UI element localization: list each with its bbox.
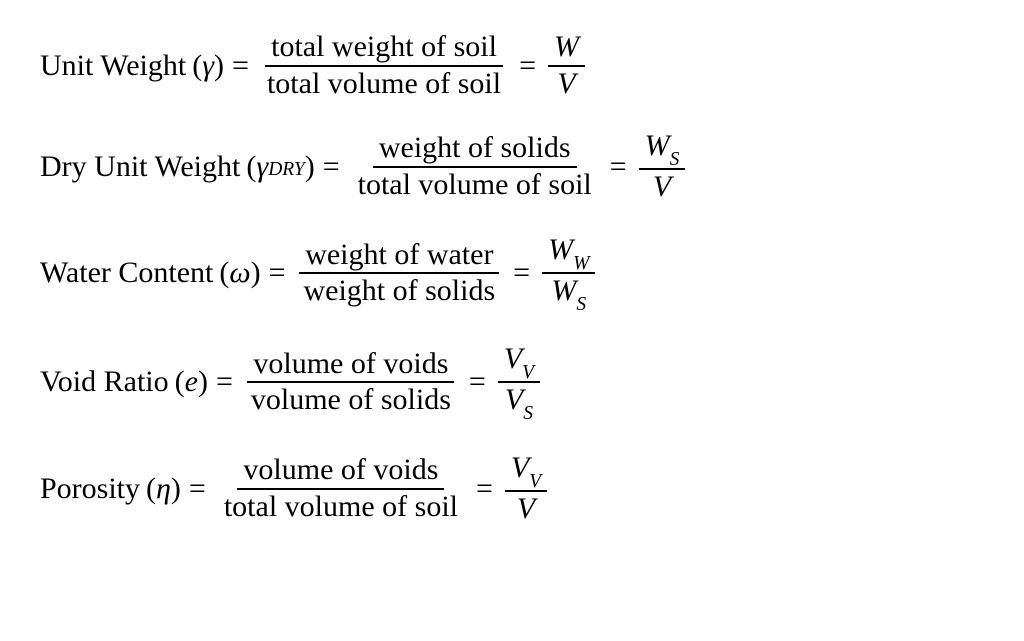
variable: W [551, 274, 576, 307]
open-paren: ( [192, 49, 202, 83]
equation-symbol: ω [229, 256, 250, 290]
variable: V [505, 383, 523, 416]
fraction-numerator: volume of voids [237, 453, 444, 490]
word-fraction: volume of voidsvolume of solids [245, 347, 457, 418]
fraction-numerator: weight of water [299, 238, 499, 275]
variable: V [557, 67, 575, 100]
symbol-group: (ω) [219, 256, 260, 290]
symbol-fraction: WSV [639, 129, 686, 205]
variable: V [653, 170, 671, 203]
equals-sign: = [189, 472, 206, 506]
fraction-denominator: total volume of soil [261, 67, 507, 102]
fraction-numerator: volume of voids [247, 347, 454, 384]
fraction-denominator: volume of solids [245, 383, 457, 418]
equation-symbol: e [185, 365, 198, 399]
variable: W [554, 30, 579, 63]
word-fraction: weight of waterweight of solids [297, 238, 501, 309]
equation-symbol: η [156, 472, 171, 506]
equals-sign: = [216, 365, 233, 399]
word-fraction: volume of voidstotal volume of soil [218, 453, 464, 524]
equation-row: Unit Weight(γ)=total weight of soiltotal… [40, 30, 984, 101]
equation-label: Unit Weight [40, 49, 186, 83]
symbol-fraction: WV [548, 30, 585, 101]
fraction-denominator: total volume of soil [218, 490, 464, 525]
fraction-numerator: VV [498, 342, 540, 383]
symbol-fraction: VVVS [498, 342, 540, 423]
variable-subscript: S [670, 149, 680, 170]
equation-row: Dry Unit Weight(γDRY)=weight of solidsto… [40, 129, 984, 205]
symbol-group: (γ) [192, 49, 224, 83]
equals-sign: = [519, 49, 536, 83]
close-paren: ) [251, 256, 261, 290]
fraction-numerator: weight of solids [373, 131, 577, 168]
equals-sign: = [269, 256, 286, 290]
equation-label: Dry Unit Weight [40, 150, 240, 184]
equation-label: Void Ratio [40, 365, 169, 399]
fraction-numerator: W [548, 30, 585, 67]
equation-symbol-subscript: DRY [268, 159, 305, 181]
equals-sign: = [232, 49, 249, 83]
fraction-denominator: V [647, 170, 677, 205]
fraction-denominator: V [511, 492, 541, 527]
variable-subscript: W [573, 253, 589, 274]
symbol-group: (η) [146, 472, 181, 506]
open-paren: ( [246, 150, 256, 184]
equation-row: Water Content(ω)=weight of waterweight o… [40, 233, 984, 314]
fraction-denominator: WS [545, 274, 592, 313]
close-paren: ) [214, 49, 224, 83]
equation-row: Void Ratio(e)=volume of voidsvolume of s… [40, 342, 984, 423]
equals-sign: = [469, 365, 486, 399]
open-paren: ( [175, 365, 185, 399]
equation-label: Water Content [40, 256, 213, 290]
variable-subscript: S [576, 294, 586, 315]
variable-subscript: V [522, 362, 534, 383]
close-paren: ) [171, 472, 181, 506]
equals-sign: = [513, 256, 530, 290]
fraction-denominator: total volume of soil [352, 168, 598, 203]
fraction-denominator: V [551, 67, 581, 102]
variable: V [504, 342, 522, 375]
equals-sign: = [610, 150, 627, 184]
symbol-group: (e) [175, 365, 208, 399]
equals-sign: = [476, 472, 493, 506]
variable: V [511, 451, 529, 484]
fraction-denominator: VS [499, 383, 539, 422]
close-paren: ) [305, 150, 315, 184]
open-paren: ( [219, 256, 229, 290]
equation-row: Porosity(η)=volume of voidstotal volume … [40, 451, 984, 527]
open-paren: ( [146, 472, 156, 506]
fraction-numerator: total weight of soil [265, 30, 503, 67]
equation-label: Porosity [40, 472, 140, 506]
equation-symbol: γ [256, 150, 268, 184]
word-fraction: total weight of soiltotal volume of soil [261, 30, 507, 101]
equals-sign: = [323, 150, 340, 184]
fraction-numerator: VV [505, 451, 547, 492]
equations-list: Unit Weight(γ)=total weight of soiltotal… [40, 30, 984, 527]
symbol-fraction: VVV [505, 451, 547, 527]
variable: V [517, 492, 535, 525]
variable-subscript: V [529, 471, 541, 492]
variable: W [548, 233, 573, 266]
equation-symbol: γ [202, 49, 214, 83]
word-fraction: weight of solidstotal volume of soil [352, 131, 598, 202]
fraction-numerator: WW [542, 233, 595, 274]
variable: W [645, 129, 670, 162]
symbol-fraction: WWWS [542, 233, 595, 314]
symbol-group: (γDRY) [246, 150, 314, 184]
fraction-numerator: WS [639, 129, 686, 170]
variable-subscript: S [523, 403, 533, 424]
close-paren: ) [198, 365, 208, 399]
fraction-denominator: weight of solids [297, 274, 501, 309]
